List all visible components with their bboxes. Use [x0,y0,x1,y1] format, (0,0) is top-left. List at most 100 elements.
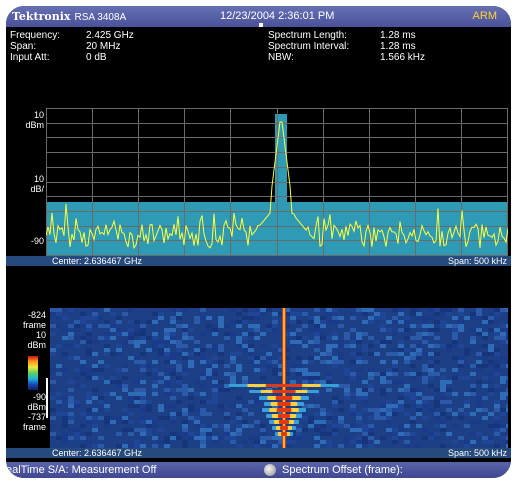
spectrogram-noise-cell [182,428,188,432]
spectrogram-noise-cell [254,312,260,316]
spectrogram-noise-cell [338,316,344,320]
spectrum-plot[interactable] [46,108,508,256]
spectrogram-noise-cell [494,328,500,332]
knob-icon[interactable] [264,464,276,476]
spectrogram-noise-cell [92,312,98,316]
spectrogram-noise-cell [434,432,440,436]
spectrogram-noise-cell [314,348,320,352]
spectrogram-noise-cell [146,428,152,432]
spectrogram-noise-cell [314,340,320,344]
spectrogram-noise-cell [68,416,74,420]
spectrogram-noise-cell [212,356,218,360]
spectrogram-noise-cell [338,324,344,328]
spectrogram-noise-cell [50,380,56,384]
spectrogram-noise-cell [110,328,116,332]
spectrogram-noise-cell [464,444,470,448]
spectrogram-noise-cell [206,400,212,404]
spectrogram-noise-cell [164,328,170,332]
spectrogram-noise-cell [146,424,152,428]
spectrogram-noise-cell [494,428,500,432]
trigger-state: ARM [472,10,497,22]
spectrogram-noise-cell [206,428,212,432]
spectrogram-noise-cell [440,380,446,384]
spectrogram-noise-cell [398,404,404,408]
spectrogram-noise-cell [230,376,236,380]
spectrogram-noise-cell [338,356,344,360]
spectrogram-noise-cell [122,344,128,348]
spectrogram-noise-cell [62,436,68,440]
spectrogram-noise-cell [62,416,68,420]
spectrum-offset-label: Spectrum Offset (frame): [282,464,403,476]
spectrogram-noise-cell [206,368,212,372]
spectrogram-noise-cell [212,436,218,440]
spectrogram-noise-cell [320,316,326,320]
spectrogram-noise-cell [332,428,338,432]
spectrogram-noise-cell [386,328,392,332]
spectrogram-noise-cell [326,336,332,340]
spectrogram-noise-cell [134,396,140,400]
spectrogram-noise-cell [446,324,452,328]
spectrogram-noise-cell [230,440,236,444]
spectrogram-noise-cell [350,328,356,332]
spectrogram-noise-cell [170,412,176,416]
spectrogram-noise-cell [350,424,356,428]
spectrogram-noise-cell [218,324,224,328]
spectrogram-noise-cell [428,376,434,380]
spectrogram-noise-cell [314,324,320,328]
spectrogram-noise-cell [230,436,236,440]
spectrogram-noise-cell [350,316,356,320]
spectrogram-noise-cell [50,408,56,412]
spectrogram-noise-cell [326,348,332,352]
spectrogram-noise-cell [164,384,170,388]
spectrogram-noise-cell [344,332,350,336]
spectrogram-noise-cell [98,436,104,440]
spectrogram-noise-cell [50,308,56,312]
spectrogram-noise-cell [380,388,386,392]
spectrogram-noise-cell [80,444,86,448]
spectrogram-noise-cell [338,340,344,344]
spectrogram-noise-cell [188,408,194,412]
spectrogram-noise-cell [212,344,218,348]
spectrogram-noise-cell [416,344,422,348]
spectrogram-noise-cell [428,384,434,388]
spectrogram-noise-cell [380,344,386,348]
spectrogram-noise-cell [374,416,380,420]
spectrogram-noise-cell [410,388,416,392]
input-att-value: 0 dB [86,52,107,63]
spectrogram-noise-cell [164,352,170,356]
spectrogram-noise-cell [134,332,140,336]
spectrogram-noise-cell [116,384,122,388]
spectrogram-noise-cell [260,344,266,348]
spectrogram-noise-cell [344,436,350,440]
spectrogram-plot[interactable] [50,308,508,450]
spectrogram-noise-cell [68,388,74,392]
spectrogram-noise-cell [434,312,440,316]
spectrogram-noise-cell [296,320,302,324]
spectrogram-noise-cell [140,340,146,344]
spectrogram-noise-cell [326,372,332,376]
spectrogram-noise-cell [410,356,416,360]
spectrogram-noise-cell [422,368,428,372]
spectrogram-noise-cell [494,400,500,404]
spectrogram-noise-cell [446,308,452,312]
spectrogram-noise-cell [128,396,134,400]
spectrogram-noise-cell [128,412,134,416]
spectrogram-noise-cell [440,444,446,448]
spectrogram-carrier-core [283,308,285,450]
spectrogram-noise-cell [344,344,350,348]
spectrogram-noise-cell [158,404,164,408]
spectrogram-noise-cell [254,360,260,364]
spectrogram-noise-cell [308,376,314,380]
spectrum-interval-label: Spectrum Interval: [268,41,350,52]
spectrogram-noise-cell [50,312,56,316]
spectrogram-noise-cell [122,364,128,368]
spectrogram-noise-cell [134,340,140,344]
spectrogram-noise-cell [134,400,140,404]
spectrogram-noise-cell [332,344,338,348]
spectrogram-noise-cell [362,432,368,436]
spectrogram-noise-cell [356,444,362,448]
spectrogram-noise-cell [224,384,230,388]
spectrogram-noise-cell [128,400,134,404]
spectrogram-noise-cell [416,332,422,336]
spectrogram-noise-cell [224,432,230,436]
